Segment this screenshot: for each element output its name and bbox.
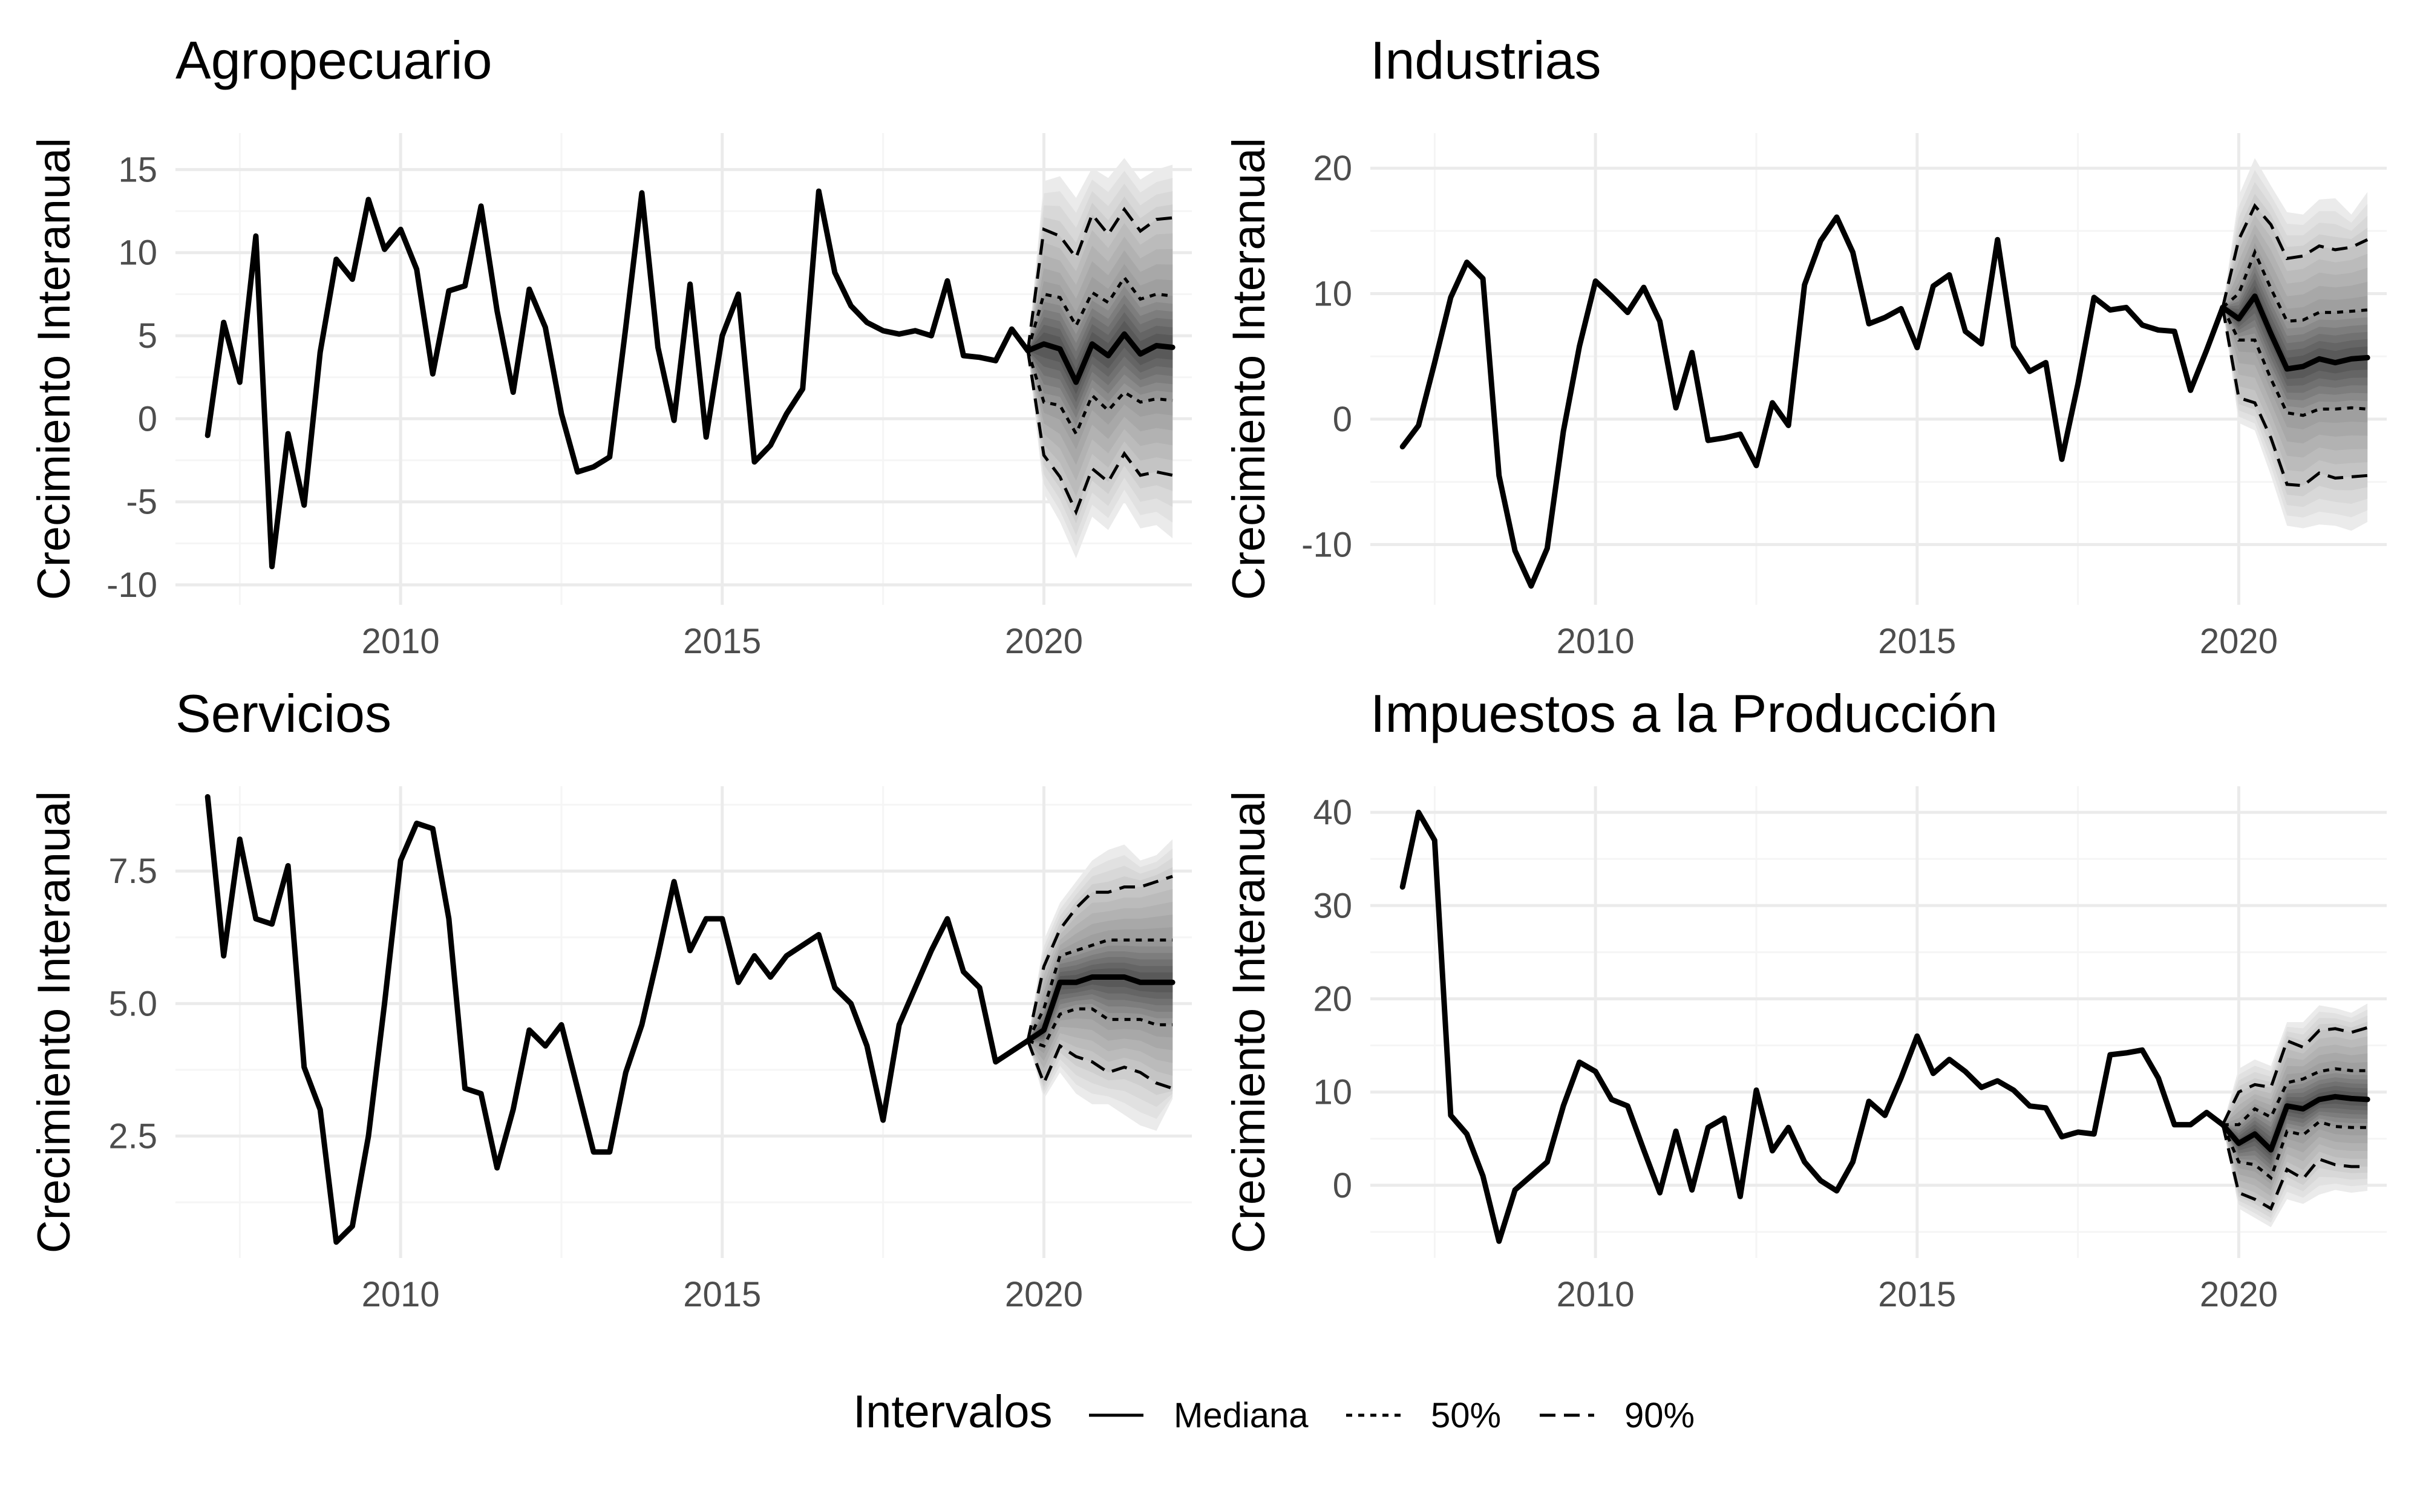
series-line-historical [204,188,1031,570]
series-line-median [2220,1093,2370,1153]
y-tick-label: 7.5 [108,852,157,891]
y-tick-label: 0 [1333,1166,1352,1205]
x-tick-label: 2010 [1557,1275,1635,1314]
y-tick-label: 2.5 [108,1116,157,1156]
y-tick-label: 40 [1313,793,1352,832]
interval-90-upper [2221,203,2369,308]
y-tick-label: 0 [138,399,157,438]
interval-50-lower [1027,1007,1173,1048]
fan-band-50 [1027,968,1173,1041]
y-tick-label: 20 [1313,979,1352,1018]
x-tick-label: 2010 [362,1275,440,1314]
x-tick-label: 2020 [1005,622,1083,661]
panel-title: Servicios [175,683,391,743]
x-tick-label: 2020 [2200,622,2278,661]
interval-50-upper [2222,248,2368,323]
y-tick-label: 30 [1313,886,1352,925]
y-tick-label: 10 [1313,1073,1352,1112]
interval-50-lower [1026,350,1173,437]
y-axis-label: Crecimiento Interanual [28,138,80,601]
chart-panel-3: 2010 2015 2020 2.5 5.0 7.5 Servicios Crecimient… [28,683,1192,1314]
x-tick-label: 2010 [1557,622,1635,661]
series-line-historical [1399,809,2226,1244]
chart-panel-4: 2010 2015 2020 0 10 20 30 40 Impuestos a la Prod… [1223,683,2387,1314]
y-axis-label: Crecimiento Interanual [1223,791,1275,1254]
y-axis-label: Crecimiento Interanual [28,791,80,1254]
y-axis-label: Crecimiento Interanual [1223,138,1275,601]
panel-title: Industrias [1370,30,1601,90]
legend-label-50: 50% [1431,1396,1501,1435]
legend-label-90: 90% [1624,1396,1695,1435]
y-tick-label: 20 [1313,149,1352,188]
series-line-median [1025,331,1176,385]
series-line-historical [204,794,1031,1245]
interval-50-upper [2222,1067,2368,1127]
legend-title: Intervalos [853,1386,1053,1438]
interval-90-lower [2221,1124,2368,1211]
chart-panel-2: 2010 2015 2020 -10 0 10 20 Industrias Crecimient… [1223,30,2387,661]
series-line-median [1025,974,1176,1044]
y-tick-label: 10 [118,233,157,273]
interval-90-upper [1026,206,1173,351]
y-tick-label: 10 [1313,275,1352,314]
interval-90-lower [1026,1040,1173,1090]
panel-title: Impuestos a la Producción [1370,683,1998,743]
y-tick-label: -10 [106,565,157,605]
y-tick-label: 0 [1333,400,1352,439]
x-tick-label: 2020 [2200,1275,2278,1314]
y-tick-label: 5 [138,316,157,356]
x-tick-label: 2015 [1878,622,1956,661]
series-line-historical [1399,214,2226,589]
x-tick-label: 2010 [362,622,440,661]
interval-90-upper [1026,875,1173,1041]
interval-50-lower [2221,1120,2368,1181]
interval-90-lower [1026,350,1173,516]
legend: Intervalos Mediana 50% 90% [853,1386,1695,1438]
series-line-median [2220,293,2370,372]
x-tick-label: 2015 [1878,1275,1956,1314]
interval-90-upper [2221,1026,2368,1126]
panel-title: Agropecuario [175,30,492,90]
fan-band-50 [1027,321,1173,394]
chart-panels: 2010 2015 2020-10-5051015AgropecuarioCreci… [28,30,2387,1314]
x-tick-label: 2015 [683,1275,761,1314]
x-tick-label: 2015 [683,622,761,661]
y-tick-label: 15 [118,150,157,189]
interval-50-upper [1026,938,1173,1041]
y-tick-label: -10 [1301,525,1352,564]
legend-label-median: Mediana [1174,1396,1309,1435]
chart-panel-1: 2010 2015 2020 -10 -5 0 5 10 15 Agropecuario Creci… [28,30,1192,661]
x-tick-label: 2020 [1005,1275,1083,1314]
y-tick-label: 5.0 [108,984,157,1023]
interval-90-lower [2221,307,2368,487]
y-tick-label: -5 [126,483,157,522]
